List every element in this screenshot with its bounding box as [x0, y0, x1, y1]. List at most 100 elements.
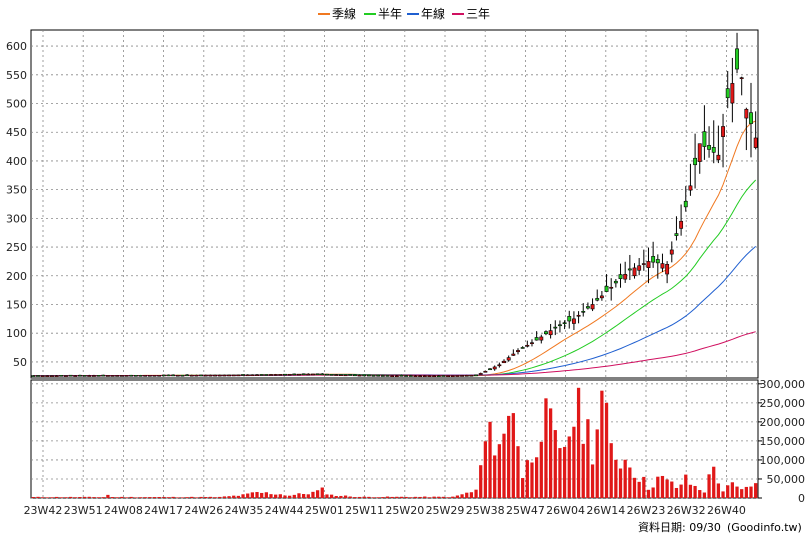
- candle: [264, 374, 269, 376]
- x-tick-label: 25W01: [305, 504, 344, 517]
- volume-bar: [367, 496, 371, 498]
- candle: [604, 285, 609, 292]
- volume-bar: [707, 474, 711, 498]
- volume-tick-label: 100,000: [760, 454, 806, 467]
- candle: [632, 267, 637, 277]
- candle: [483, 370, 488, 373]
- candle: [641, 263, 646, 265]
- volume-bar: [162, 496, 166, 498]
- candle: [446, 375, 451, 378]
- volume-bar: [488, 421, 492, 498]
- volume-bar: [679, 484, 683, 498]
- candle: [357, 374, 362, 377]
- volume-bar: [297, 493, 301, 498]
- candle: [380, 375, 385, 377]
- volume-bar: [218, 496, 222, 498]
- volume-bar: [567, 436, 571, 498]
- candle: [585, 306, 590, 309]
- candle: [385, 375, 390, 377]
- volume-bar: [357, 496, 362, 498]
- volume-bar: [660, 475, 665, 498]
- candle: [54, 375, 59, 377]
- candle: [553, 326, 558, 329]
- volume-bar: [521, 478, 525, 498]
- candle: [203, 374, 208, 377]
- volume-bar: [688, 484, 693, 498]
- candle: [59, 374, 64, 377]
- volume-bar: [190, 496, 194, 498]
- candle: [688, 185, 693, 191]
- price-tick-label: 400: [6, 155, 27, 168]
- candle: [338, 374, 343, 376]
- candle: [725, 88, 730, 99]
- candle: [124, 375, 129, 377]
- candle: [91, 375, 96, 377]
- volume-bar: [246, 493, 250, 498]
- price-tick-label: 200: [6, 270, 27, 283]
- volume-bar: [413, 496, 418, 498]
- volume-bar: [166, 497, 171, 498]
- candle: [427, 375, 432, 378]
- candle: [222, 374, 227, 377]
- candle: [96, 375, 101, 377]
- price-tick-label: 300: [6, 212, 27, 225]
- volume-bar: [241, 494, 245, 498]
- x-tick-label: 26W32: [667, 504, 706, 517]
- candle: [571, 318, 576, 324]
- x-tick-label: 23W51: [64, 504, 103, 517]
- price-tick-label: 600: [6, 40, 27, 53]
- volume-bar: [260, 492, 264, 498]
- volume-bar: [446, 497, 450, 498]
- candle: [152, 375, 157, 377]
- candle: [394, 375, 399, 378]
- volume-bar: [50, 497, 54, 498]
- candle: [73, 375, 78, 377]
- candle: [315, 373, 320, 376]
- candle: [189, 374, 194, 377]
- volume-bar: [157, 496, 161, 498]
- candle: [716, 154, 721, 161]
- volume-bar: [665, 479, 669, 498]
- volume-bar: [637, 481, 641, 498]
- candle: [180, 374, 185, 377]
- candle: [488, 368, 492, 371]
- candle: [143, 375, 148, 377]
- candle: [525, 344, 530, 347]
- volume-bar: [698, 490, 702, 498]
- volume-axis-ticks: 0 50,000 100,000 150,000 200,000 250,000 300,0…: [758, 378, 805, 505]
- candle: [576, 314, 581, 317]
- volume-bar: [148, 497, 152, 498]
- volume-bar: [474, 489, 478, 498]
- candle: [627, 268, 632, 271]
- candle: [68, 374, 73, 377]
- volume-bar: [423, 496, 427, 498]
- candle: [413, 375, 418, 378]
- volume-bar: [702, 492, 707, 498]
- x-tick-label: 23W42: [24, 504, 63, 517]
- volume-bar: [581, 443, 585, 498]
- x-tick-label: 26W04: [546, 504, 585, 517]
- price-tick-label: 350: [6, 184, 27, 197]
- volume-tick-label: 200,000: [760, 416, 806, 429]
- candle: [231, 374, 236, 377]
- volume-bar: [199, 496, 203, 498]
- candle: [497, 364, 502, 367]
- candle: [45, 375, 50, 377]
- candle: [432, 375, 437, 378]
- candle: [618, 274, 623, 279]
- volume-bar: [693, 485, 697, 498]
- candle: [250, 374, 255, 377]
- volume-bar: [418, 496, 422, 498]
- price-tick-label: 150: [6, 298, 27, 311]
- volume-bar: [92, 497, 96, 498]
- candle: [343, 374, 348, 377]
- volume-bar: [670, 481, 674, 498]
- volume-grid: [31, 380, 758, 499]
- volume-bar: [399, 496, 404, 498]
- candle: [50, 375, 54, 377]
- candle: [408, 375, 413, 377]
- candle: [101, 374, 106, 377]
- candle: [744, 108, 749, 119]
- volume-bar: [614, 459, 618, 498]
- candle: [548, 330, 553, 336]
